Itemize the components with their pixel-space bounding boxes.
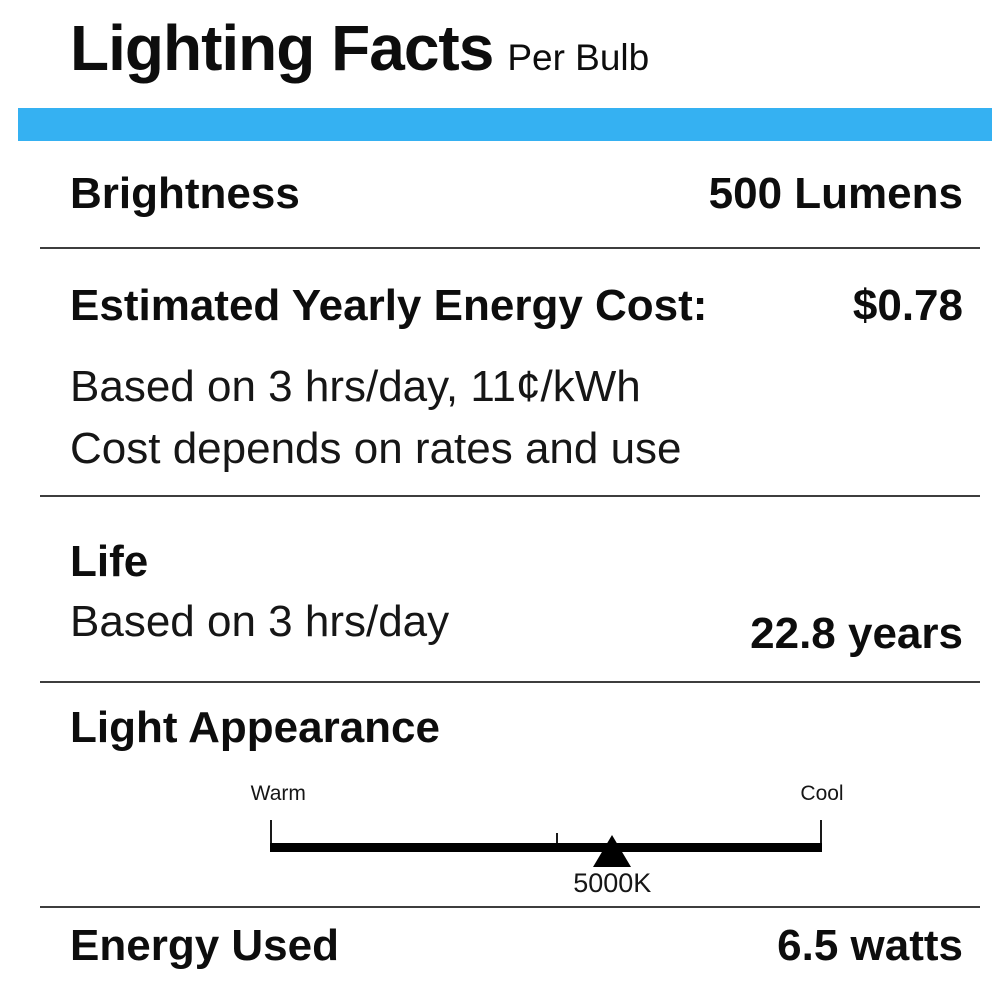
- divider: [40, 247, 980, 249]
- energy-cost-label: Estimated Yearly Energy Cost:: [70, 281, 708, 330]
- color-temperature-scale: Warm Cool 5000K: [251, 783, 844, 903]
- divider: [40, 681, 980, 683]
- page-title: Lighting Facts Per Bulb: [70, 16, 649, 80]
- label-title: Lighting Facts: [70, 12, 494, 84]
- brightness-label: Brightness: [70, 169, 300, 218]
- scale-left-end-tick: [270, 820, 272, 852]
- energy-used-label: Energy Used: [70, 921, 339, 970]
- energy-cost-row: Estimated Yearly Energy Cost: $0.78: [70, 284, 963, 328]
- scale-warm-label: Warm: [250, 782, 306, 805]
- label-subtitle: Per Bulb: [507, 37, 650, 78]
- scale-midpoint-tick: [556, 833, 559, 852]
- divider: [40, 906, 980, 908]
- life-note: Based on 3 hrs/day: [70, 597, 450, 646]
- energy-cost-note-basis: Based on 3 hrs/day, 11¢/kWh: [70, 362, 641, 411]
- accent-bar: [18, 108, 992, 141]
- scale-cool-label: Cool: [800, 782, 844, 805]
- scale-right-end-tick: [820, 820, 822, 852]
- life-value: 22.8 years: [750, 609, 963, 658]
- energy-cost-value: $0.78: [852, 281, 963, 330]
- brightness-value: 500 Lumens: [708, 169, 963, 218]
- scale-marker-triangle-icon: [593, 835, 632, 867]
- brightness-row: Brightness 500 Lumens: [70, 172, 963, 216]
- scale-bar: [270, 843, 822, 852]
- energy-used-value: 6.5 watts: [777, 921, 963, 970]
- divider: [40, 495, 980, 497]
- light-appearance-label: Light Appearance: [70, 703, 440, 752]
- color-temperature-value: 5000K: [573, 868, 652, 898]
- energy-cost-notes: Based on 3 hrs/day, 11¢/kWh Cost depends…: [70, 356, 682, 480]
- life-label: Life: [70, 537, 149, 586]
- energy-used-row: Energy Used 6.5 watts: [70, 924, 963, 968]
- energy-cost-note-disclaimer: Cost depends on rates and use: [70, 424, 682, 473]
